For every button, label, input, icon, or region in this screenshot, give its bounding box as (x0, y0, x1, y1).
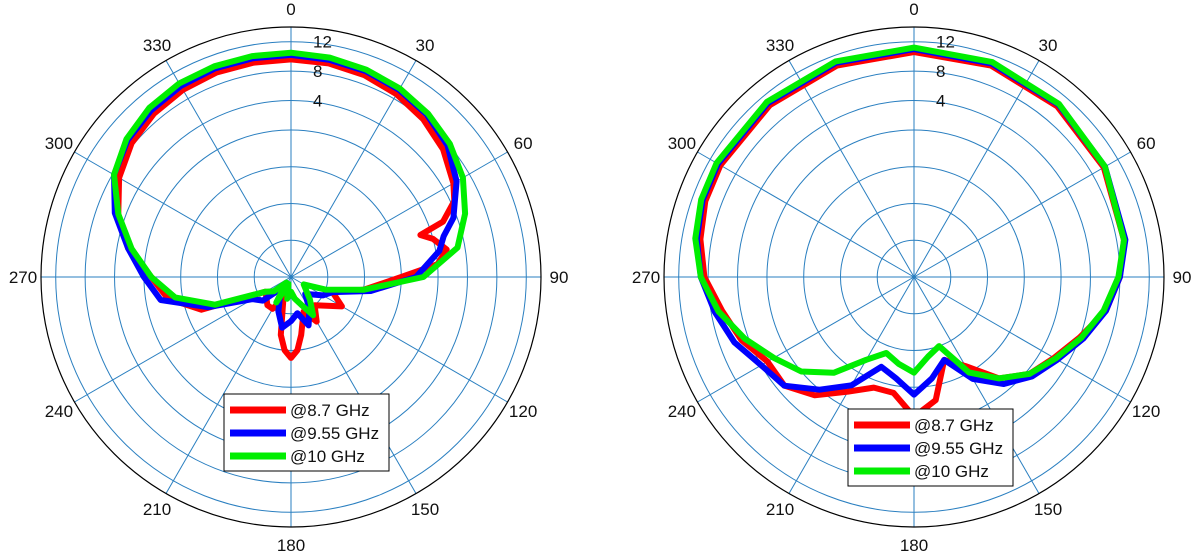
theta-tick-label: 330 (143, 36, 171, 55)
theta-tick-label: 150 (411, 500, 439, 519)
legend-label: @10 GHz (914, 462, 989, 481)
theta-tick-label: 150 (1034, 500, 1062, 519)
r-tick-label: 8 (936, 62, 945, 81)
legend-label: @8.7 GHz (290, 401, 370, 420)
theta-tick-label: 300 (668, 134, 696, 153)
r-tick-label: 12 (313, 33, 332, 52)
theta-tick-label: 180 (900, 536, 928, 555)
grid-spoke (165, 60, 292, 278)
legend: @8.7 GHz @9.55 GHz @10 GHz (847, 408, 1014, 487)
theta-tick-label: 0 (909, 0, 918, 19)
grid-spoke (290, 276, 508, 403)
theta-tick-label: 210 (766, 500, 794, 519)
theta-tick-label: 300 (45, 134, 73, 153)
theta-tick-label: 330 (766, 36, 794, 55)
r-tick-label: 12 (936, 33, 955, 52)
theta-tick-label: 180 (277, 536, 305, 555)
polar-plot-left: 0 30 60 90 120 150 180 210 240 270 300 330 4 8 12 @8.7 … (9, 0, 569, 555)
grid-spoke (290, 151, 508, 278)
theta-tick-label: 210 (143, 500, 171, 519)
legend-label: @8.7 GHz (914, 416, 994, 435)
theta-tick-label: 30 (1039, 36, 1058, 55)
legend-label: @10 GHz (290, 447, 365, 466)
theta-tick-label: 270 (632, 268, 660, 287)
polar-border (40, 26, 542, 528)
grid-spoke (913, 276, 1040, 494)
grid-spoke (74, 151, 292, 278)
theta-tick-label: 30 (416, 36, 435, 55)
theta-tick-label: 0 (286, 0, 295, 19)
theta-tick-label: 60 (1137, 134, 1156, 153)
r-tick-label: 4 (313, 92, 322, 111)
grid-spoke (697, 276, 915, 403)
theta-tick-label: 90 (1173, 268, 1192, 287)
r-tick-label: 4 (936, 92, 945, 111)
theta-tick-label: 120 (1132, 402, 1160, 421)
legend-label: @9.55 GHz (290, 424, 379, 443)
theta-tick-label: 60 (514, 134, 533, 153)
grid-spoke (788, 60, 915, 278)
grid-spoke (913, 60, 1040, 278)
theta-tick-label: 240 (668, 402, 696, 421)
theta-tick-label: 120 (509, 402, 537, 421)
grid-spoke (697, 151, 915, 278)
polar-border (663, 26, 1165, 528)
legend-label: @9.55 GHz (914, 439, 1003, 458)
series-line (692, 44, 1127, 382)
theta-tick-label: 240 (45, 402, 73, 421)
legend: @8.7 GHz @9.55 GHz @10 GHz (223, 393, 390, 472)
theta-tick-label: 270 (9, 268, 37, 287)
grid-spoke (913, 151, 1131, 278)
series-line (111, 49, 469, 319)
theta-tick-label: 90 (550, 268, 569, 287)
grid-spoke (913, 276, 1131, 403)
polar-plot-right: 0 30 60 90 120 150 180 210 240 270 300 330 4 8 12 @8.7 … (632, 0, 1192, 555)
r-tick-label: 8 (313, 62, 322, 81)
grid-spoke (165, 276, 292, 494)
